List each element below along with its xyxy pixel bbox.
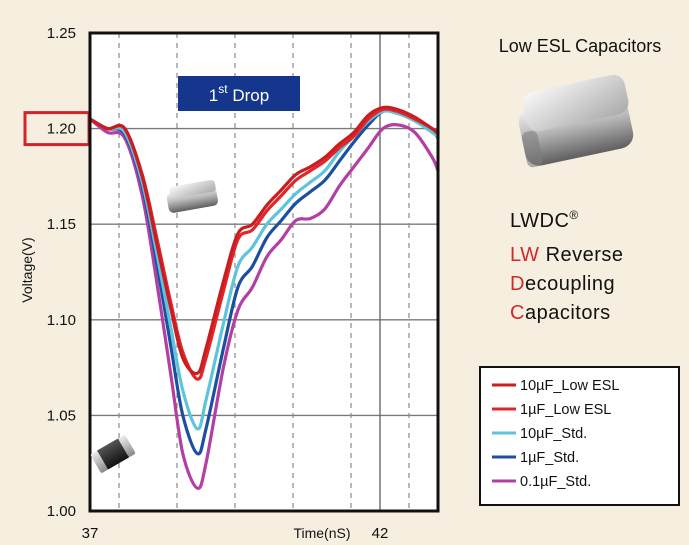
y-tick-label: 1.10 — [47, 312, 76, 329]
x-tick-labels: 37 42 — [82, 525, 389, 542]
brand-name: LWDC® — [510, 208, 579, 232]
acronym-line-2-rest: ecoupling — [525, 273, 615, 295]
drop-annotation: 1st Drop — [178, 76, 300, 111]
plot-border — [88, 31, 440, 513]
side-panel-title: Low ESL Capacitors — [499, 36, 661, 56]
drop-annotation-sup: st — [218, 82, 228, 96]
y-tick-label: 1.05 — [47, 407, 76, 424]
acronym-line-1: LW Reverse — [510, 244, 624, 266]
small-low-esl-chip-icon — [166, 179, 218, 213]
drop-annotation-text: 1st Drop — [209, 82, 269, 105]
legend-label: 10µF_Std. — [520, 426, 587, 442]
brand-name-text: LWDC — [510, 210, 569, 232]
x-tick-label: 37 — [82, 525, 99, 542]
acronym-line-1-highlight: LW — [510, 244, 540, 266]
legend-label: 0.1µF_Std. — [520, 474, 591, 490]
drop-annotation-rest: Drop — [228, 86, 270, 105]
y-tick-label: 1.00 — [47, 503, 76, 520]
acronym-line-3-highlight: C — [510, 302, 525, 324]
y-axis-title: Voltage(V) — [19, 237, 35, 302]
legend-label: 1µF_Low ESL — [520, 402, 611, 418]
drop-annotation-main: 1 — [209, 86, 218, 105]
drop-annotation-box — [178, 76, 300, 111]
series-line-10-f-std- — [88, 109, 440, 431]
brand-registered-mark: ® — [569, 208, 578, 222]
series-line-0-1-f-std- — [88, 117, 440, 490]
legend-label: 1µF_Std. — [520, 450, 579, 466]
y-tick-label: 1.15 — [47, 216, 76, 233]
acronym-line-3-rest: apacitors — [525, 302, 611, 324]
acronym-line-1-rest: Reverse — [540, 244, 624, 266]
legend: 10µF_Low ESL 1µF_Low ESL 10µF_Std. 1µF_Std.… — [479, 366, 680, 506]
low-esl-chip-icon — [518, 74, 634, 168]
x-tick-label: 42 — [372, 525, 389, 542]
acronym-line-2: Decoupling — [510, 273, 615, 295]
y-tick-label: 1.20 — [47, 121, 76, 138]
x-axis-title: Time(nS) — [293, 525, 350, 541]
legend-items: 10µF_Low ESL 1µF_Low ESL 10µF_Std. 1µF_Std.… — [492, 378, 619, 490]
y-tick-label: 1.25 — [47, 25, 76, 42]
legend-label: 10µF_Low ESL — [520, 378, 619, 394]
y-tick-labels: 1.00 1.05 1.10 1.15 1.20 1.25 — [47, 25, 76, 520]
acronym-line-3: Capacitors — [510, 302, 611, 324]
acronym-line-2-highlight: D — [510, 273, 525, 295]
series-group — [88, 105, 440, 490]
series-line-10-f-low-esl — [88, 105, 440, 376]
standard-capacitor-icon — [90, 435, 136, 473]
